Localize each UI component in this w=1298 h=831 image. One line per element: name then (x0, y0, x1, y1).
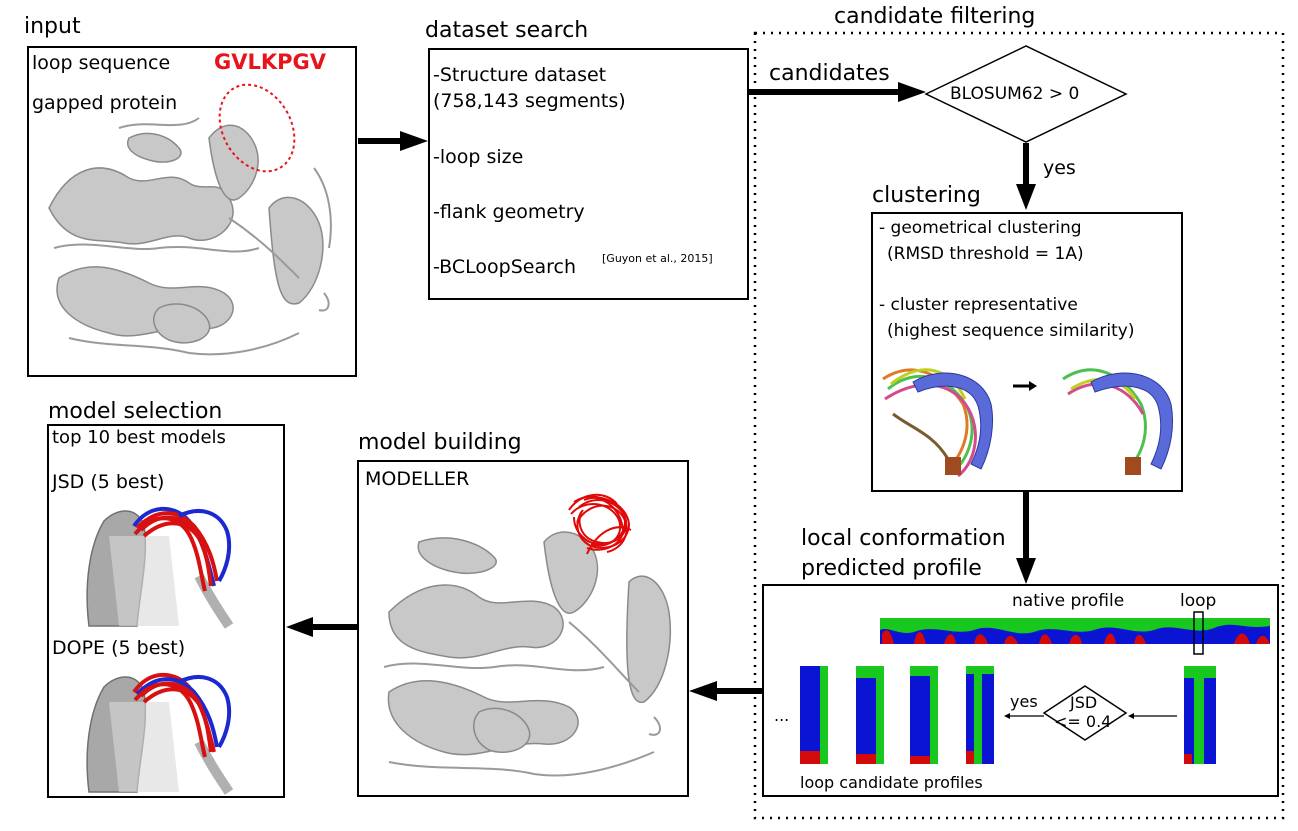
model-building-title: model building (358, 430, 522, 455)
structure-dataset: -Structure dataset (433, 64, 607, 86)
rmsd-threshold: (RMSD threshold = 1A) (887, 244, 1084, 264)
bcloopsearch: -BCLoopSearch (433, 256, 576, 278)
loop-label: loop (1180, 591, 1217, 611)
ellipsis: ... (774, 706, 790, 725)
model-building-box: MODELLER (357, 460, 689, 797)
dataset-search-box: -Structure dataset (758,143 segments) -l… (428, 48, 749, 300)
yes-label-top: yes (1043, 157, 1076, 179)
model-selection-box: top 10 best models JSD (5 best) DOPE (5 … (47, 424, 285, 798)
model-selection-title: model selection (48, 399, 223, 424)
loop-sequence-label: loop sequence (32, 52, 171, 74)
local-conformation-box: native profile loop (762, 584, 1279, 797)
candidate-filtering-title: candidate filtering (834, 4, 1036, 29)
cluster-representative: - cluster representative (879, 295, 1078, 315)
yes-label-jsd: yes (1010, 692, 1038, 711)
local-conformation-title: local conformation (801, 526, 1006, 551)
top-10-label: top 10 best models (52, 427, 226, 448)
model-building-structure (383, 493, 672, 777)
predicted-profile-title: predicted profile (801, 556, 982, 581)
blosum-condition: BLOSUM62 > 0 (950, 84, 1080, 104)
candidates-label: candidates (769, 61, 890, 86)
modeller-label: MODELLER (365, 468, 470, 490)
profiles-graphic (800, 611, 1270, 764)
native-profile-label: native profile (1012, 591, 1125, 611)
dataset-search-title: dataset search (425, 18, 589, 43)
segments-count: (758,143 segments) (433, 90, 626, 112)
highest-similarity: (highest sequence similarity) (887, 321, 1135, 341)
input-box: loop sequence GVLKPGV gapped protein (27, 46, 357, 377)
gapped-protein-image (48, 83, 332, 356)
candidate-profiles-label: loop candidate profiles (800, 773, 983, 792)
loop-size: -loop size (433, 146, 524, 168)
jsd-label: JSD (1070, 693, 1098, 712)
jsd-best-label: JSD (5 best) (52, 471, 165, 493)
citation: [Guyon et al., 2015] (602, 252, 713, 265)
flank-geometry: -flank geometry (433, 201, 585, 223)
clustering-box: - geometrical clustering (RMSD threshold… (871, 212, 1183, 492)
cluster-structures (882, 368, 1174, 478)
jsd-threshold: <= 0.4 (1054, 712, 1112, 731)
input-title: input (24, 14, 81, 39)
dope-best-label: DOPE (5 best) (52, 637, 186, 659)
geometrical-clustering: - geometrical clustering (879, 218, 1082, 238)
loop-sequence-value: GVLKPGV (214, 50, 327, 74)
gapped-protein-label: gapped protein (32, 92, 178, 114)
clustering-title: clustering (872, 183, 981, 208)
model-selection-structures (86, 506, 234, 795)
